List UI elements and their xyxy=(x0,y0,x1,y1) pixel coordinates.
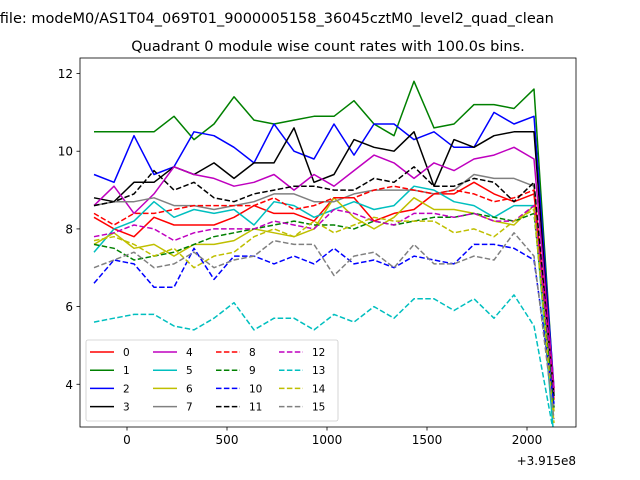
series-line-15 xyxy=(93,232,555,420)
series-line-7 xyxy=(93,173,555,408)
x-tick-label: 2000 xyxy=(512,433,543,447)
legend-label-15: 15 xyxy=(312,402,325,414)
y-tick-label: 12 xyxy=(58,67,73,81)
series-layer xyxy=(93,80,555,427)
legend-label-10: 10 xyxy=(249,383,262,395)
figure-suptitle: n file: modeM0/AS1T04_069T01_9000005158_… xyxy=(0,11,554,27)
legend-label-8: 8 xyxy=(249,347,256,359)
series-line-12 xyxy=(93,204,555,393)
legend-label-4: 4 xyxy=(186,347,193,359)
legend-label-0: 0 xyxy=(123,347,130,359)
legend-label-5: 5 xyxy=(186,365,193,377)
series-line-13 xyxy=(93,294,554,427)
legend-label-13: 13 xyxy=(312,365,325,377)
legend-label-6: 6 xyxy=(186,383,193,395)
y-tick-label: 10 xyxy=(58,145,73,159)
series-line-14 xyxy=(93,208,555,424)
series-line-1 xyxy=(94,80,555,393)
x-tick-label: 1500 xyxy=(412,433,443,447)
legend-label-1: 1 xyxy=(123,365,130,377)
chart-title: Quadrant 0 module wise count rates with … xyxy=(131,39,525,55)
series-line-11 xyxy=(93,166,555,396)
legend-label-11: 11 xyxy=(249,402,262,414)
legend-box xyxy=(85,339,339,422)
series-line-10 xyxy=(93,243,555,404)
legend-label-2: 2 xyxy=(123,383,130,395)
legend-label-3: 3 xyxy=(123,402,130,414)
legend-label-14: 14 xyxy=(312,383,326,395)
series-line-8 xyxy=(93,185,555,393)
legend-label-7: 7 xyxy=(186,402,193,414)
x-tick-label: 1000 xyxy=(312,433,343,447)
plot-frame xyxy=(79,57,577,428)
x-tick-label: 0 xyxy=(123,433,131,447)
y-tick-label: 8 xyxy=(65,222,73,236)
legend-label-9: 9 xyxy=(249,365,256,377)
x-axis-offset-label: +3.915e8 xyxy=(517,454,576,468)
series-line-0 xyxy=(93,181,555,400)
y-tick-label: 6 xyxy=(65,300,73,314)
x-tick-label: 500 xyxy=(216,433,239,447)
y-tick-label: 4 xyxy=(65,378,73,392)
series-line-3 xyxy=(93,127,555,396)
series-line-4 xyxy=(93,146,555,389)
legend-label-12: 12 xyxy=(312,347,325,359)
series-line-2 xyxy=(93,111,555,389)
